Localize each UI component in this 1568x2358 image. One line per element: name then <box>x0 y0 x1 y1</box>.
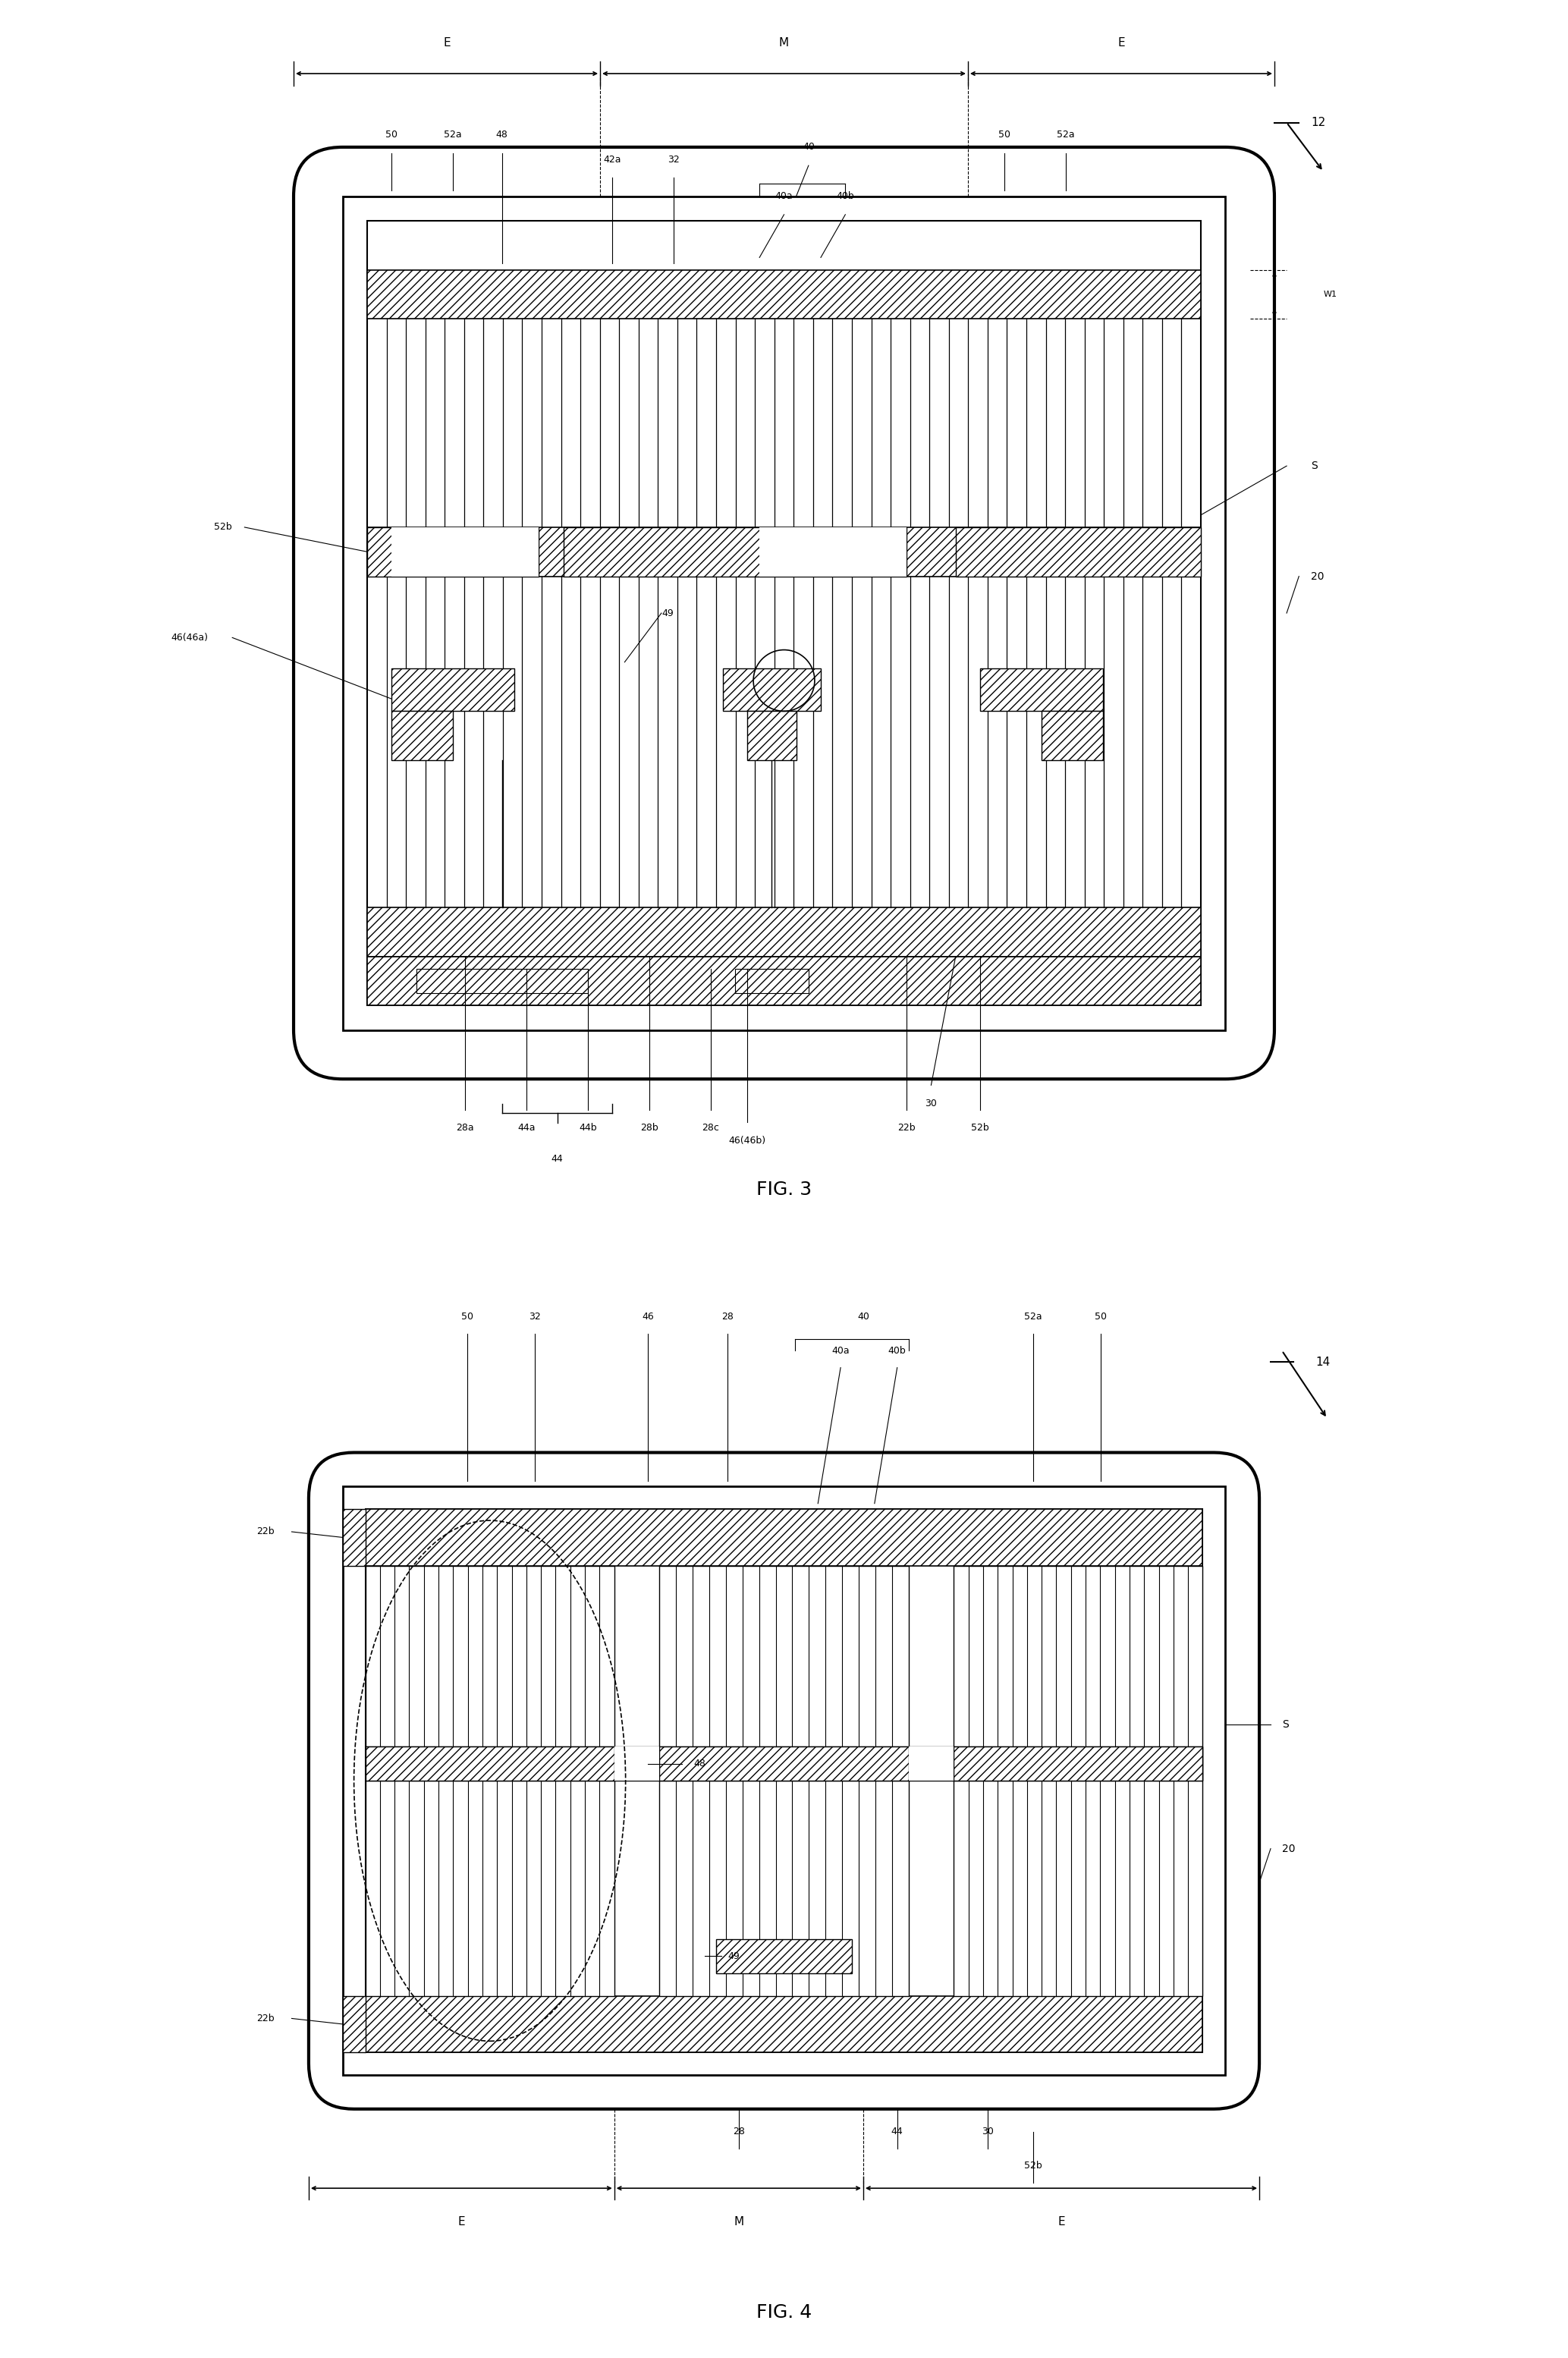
Text: S: S <box>1283 1719 1289 1728</box>
Text: 44a: 44a <box>517 1122 535 1132</box>
FancyBboxPatch shape <box>309 1453 1259 2108</box>
Text: 52a: 52a <box>444 130 463 139</box>
Text: 44b: 44b <box>579 1122 597 1132</box>
Text: E: E <box>1057 2217 1065 2228</box>
Text: 28: 28 <box>732 2127 745 2136</box>
Bar <box>660 1747 908 1780</box>
Bar <box>343 1995 365 2051</box>
Text: 46: 46 <box>643 1311 654 1320</box>
Bar <box>365 1995 1203 2051</box>
Text: FIG. 4: FIG. 4 <box>756 2304 812 2323</box>
Text: 52a: 52a <box>1024 1311 1041 1320</box>
Text: S: S <box>1311 460 1317 472</box>
Text: 52b: 52b <box>971 1122 989 1132</box>
Text: 42a: 42a <box>604 156 621 165</box>
Bar <box>748 712 797 759</box>
Bar <box>365 1509 1203 1566</box>
Bar <box>367 908 1201 957</box>
Bar <box>955 528 1201 575</box>
Text: 30: 30 <box>982 2127 994 2136</box>
Bar <box>735 969 809 993</box>
Text: 52a: 52a <box>1057 130 1076 139</box>
Text: 52b: 52b <box>215 523 232 533</box>
Text: 40: 40 <box>858 1311 869 1320</box>
Text: 28: 28 <box>721 1311 734 1320</box>
Bar <box>365 1747 615 1780</box>
Text: 49: 49 <box>728 1952 740 1962</box>
Text: 46(46b): 46(46b) <box>729 1137 765 1146</box>
Text: 40b: 40b <box>887 1346 906 1356</box>
Bar <box>953 1747 1203 1780</box>
Bar <box>367 957 1201 1005</box>
Text: 22b: 22b <box>257 2014 274 2023</box>
Bar <box>367 222 1201 1005</box>
Bar <box>563 528 906 575</box>
Text: 14: 14 <box>1316 1356 1331 1368</box>
Text: 40b: 40b <box>836 191 855 200</box>
Text: M: M <box>779 38 789 50</box>
Bar <box>392 528 539 575</box>
Text: 40a: 40a <box>831 1346 850 1356</box>
Text: 52b: 52b <box>1024 2160 1043 2169</box>
Text: 44: 44 <box>552 1153 563 1162</box>
Text: 50: 50 <box>386 130 398 139</box>
Text: E: E <box>458 2217 466 2228</box>
Text: 48: 48 <box>693 1759 706 1768</box>
Bar <box>615 1747 660 1780</box>
Text: 28a: 28a <box>456 1122 474 1132</box>
Text: 46(46a): 46(46a) <box>171 632 209 641</box>
Text: 20: 20 <box>1283 1844 1295 1853</box>
Text: M: M <box>734 2217 743 2228</box>
Text: 20: 20 <box>1311 571 1325 582</box>
Bar <box>367 528 1201 575</box>
Bar <box>367 528 539 575</box>
Text: 32: 32 <box>528 1311 541 1320</box>
Text: FIG. 3: FIG. 3 <box>756 1181 812 1198</box>
Text: 28c: 28c <box>702 1122 720 1132</box>
Text: E: E <box>444 38 450 50</box>
Text: 22b: 22b <box>257 1528 274 1537</box>
Bar <box>1041 712 1102 759</box>
Text: 30: 30 <box>925 1099 938 1108</box>
Bar <box>365 1747 1203 1780</box>
Bar <box>953 1566 1203 1995</box>
Text: 32: 32 <box>668 156 679 165</box>
Text: 28b: 28b <box>640 1122 659 1132</box>
Text: 40a: 40a <box>775 191 793 200</box>
Bar <box>343 196 1225 1030</box>
Text: 50: 50 <box>999 130 1011 139</box>
Bar <box>416 969 588 993</box>
Bar <box>343 1486 1225 2075</box>
Bar <box>980 667 1102 712</box>
FancyBboxPatch shape <box>293 146 1275 1080</box>
Text: 40: 40 <box>803 141 814 151</box>
Bar <box>660 1566 908 1995</box>
Bar <box>759 528 906 575</box>
Bar <box>365 1509 1203 2051</box>
Text: 50: 50 <box>1094 1311 1107 1320</box>
Text: 48: 48 <box>495 130 508 139</box>
Text: 22b: 22b <box>897 1122 916 1132</box>
Text: E: E <box>1118 38 1124 50</box>
Bar <box>717 1938 851 1974</box>
Bar <box>392 712 453 759</box>
Bar <box>908 1747 953 1780</box>
Bar <box>723 667 820 712</box>
Text: 12: 12 <box>1311 118 1327 127</box>
Text: W1: W1 <box>1323 290 1338 297</box>
Bar <box>365 1566 615 1995</box>
Text: 50: 50 <box>461 1311 474 1320</box>
Bar <box>392 667 514 712</box>
Bar <box>343 1509 365 1566</box>
Text: 44: 44 <box>891 2127 903 2136</box>
Text: 49: 49 <box>662 608 673 618</box>
Bar <box>367 269 1201 318</box>
